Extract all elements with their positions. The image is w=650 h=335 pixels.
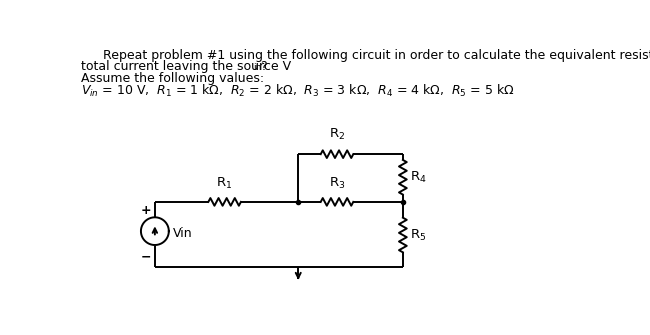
Text: R$_2$: R$_2$ — [329, 127, 345, 142]
Text: −: − — [140, 251, 151, 264]
Text: ?: ? — [260, 60, 267, 73]
Text: +: + — [140, 204, 151, 217]
Text: R$_3$: R$_3$ — [329, 176, 345, 191]
Text: Repeat problem #1 using the following circuit in order to calculate the equivale: Repeat problem #1 using the following ci… — [88, 49, 650, 62]
Text: total current leaving the source V: total current leaving the source V — [81, 60, 291, 73]
Text: $V_{in}$ = 10 V,  $R_1$ = 1 k$\Omega$,  $R_2$ = 2 k$\Omega$,  $R_3$ = 3 k$\Omega: $V_{in}$ = 10 V, $R_1$ = 1 k$\Omega$, $R… — [81, 83, 515, 99]
Text: Vin: Vin — [173, 227, 192, 240]
Text: R$_4$: R$_4$ — [410, 170, 426, 185]
Text: Assume the following values:: Assume the following values: — [81, 72, 265, 85]
Text: in: in — [254, 63, 262, 72]
Text: R$_5$: R$_5$ — [410, 227, 426, 243]
Text: R$_1$: R$_1$ — [216, 176, 233, 191]
